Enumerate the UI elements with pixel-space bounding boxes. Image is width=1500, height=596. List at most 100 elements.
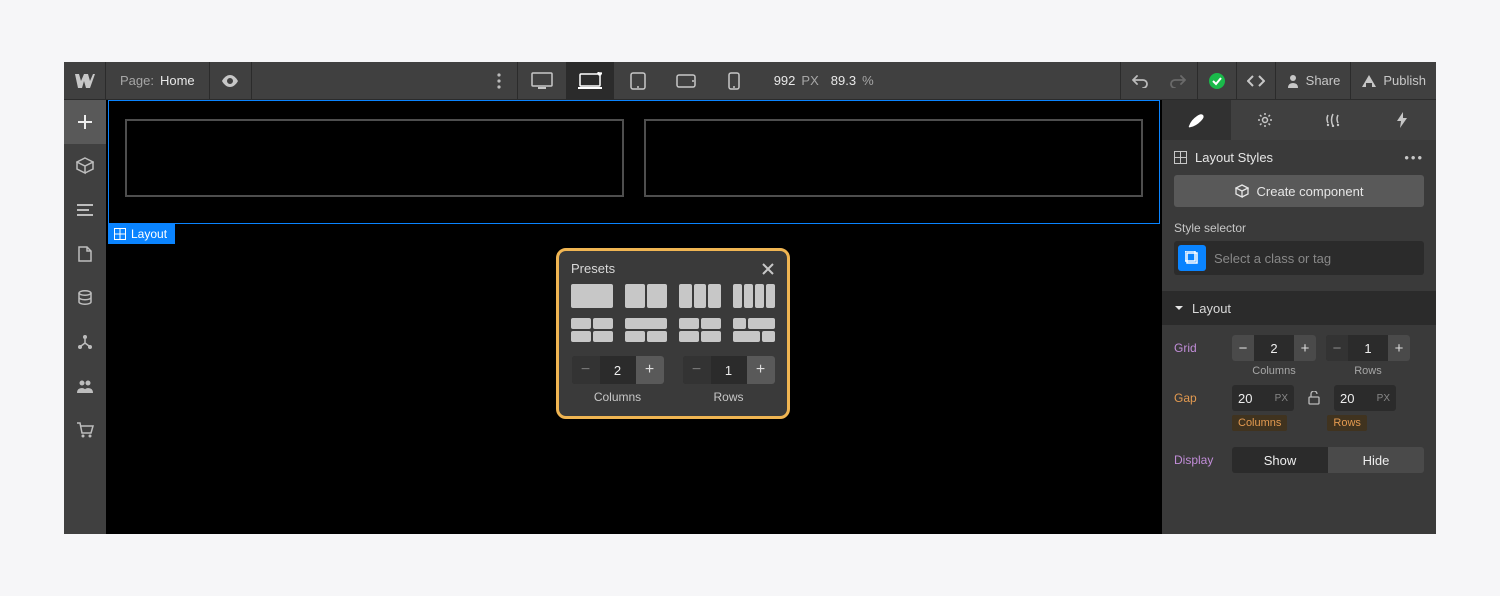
- preset-1col[interactable]: [571, 284, 613, 308]
- create-component-button[interactable]: Create component: [1174, 175, 1424, 207]
- grid-preview: [125, 119, 1143, 197]
- grid-rows-sublabel: Rows: [1326, 365, 1410, 377]
- grid-rows-value[interactable]: 1: [1348, 335, 1388, 361]
- gap-tags: Columns Rows: [1174, 415, 1424, 431]
- viewport-width-unit: PX: [801, 73, 818, 88]
- publish-label: Publish: [1383, 73, 1426, 88]
- columns-label: Columns: [594, 390, 641, 404]
- topbar: Page: Home ✦ 99: [64, 62, 1436, 100]
- gap-col-tag: Columns: [1232, 415, 1287, 431]
- grid-rows-increment[interactable]: +: [1388, 335, 1410, 361]
- preset-1-2[interactable]: [625, 318, 667, 342]
- selected-element-outline: [108, 100, 1160, 224]
- columns-decrement[interactable]: −: [572, 356, 600, 384]
- grid-cell[interactable]: [644, 119, 1143, 197]
- panel-tabs: [1162, 100, 1436, 140]
- webflow-logo[interactable]: [64, 62, 106, 100]
- section-header: Layout Styles •••: [1162, 140, 1436, 175]
- rows-stepper: − 1 + Rows: [682, 356, 775, 404]
- columns-increment[interactable]: +: [636, 356, 664, 384]
- rows-label: Rows: [713, 390, 743, 404]
- pages-button[interactable]: [64, 232, 106, 276]
- code-export-button[interactable]: [1236, 62, 1275, 100]
- bp-desktop-large[interactable]: [518, 62, 566, 100]
- grid-cell[interactable]: [125, 119, 624, 197]
- grid-rows-decrement[interactable]: −: [1326, 335, 1348, 361]
- left-toolbar: [64, 100, 106, 534]
- viewport-zoom-unit: %: [862, 73, 874, 88]
- presets-grid: [559, 284, 787, 350]
- section-more-icon[interactable]: •••: [1404, 150, 1424, 165]
- bp-landscape[interactable]: [662, 62, 710, 100]
- rows-value[interactable]: 1: [711, 356, 747, 384]
- more-menu[interactable]: [482, 62, 518, 100]
- preview-toggle[interactable]: [210, 62, 252, 100]
- layout-section-header[interactable]: Layout: [1162, 291, 1436, 325]
- grid-cols-value[interactable]: 2: [1254, 335, 1294, 361]
- logic-button[interactable]: [64, 320, 106, 364]
- bp-mobile[interactable]: [710, 62, 758, 100]
- bp-desktop[interactable]: ✦: [566, 62, 614, 100]
- presets-popover: Presets: [556, 248, 790, 419]
- style-selector-label: Style selector: [1162, 207, 1436, 241]
- display-hide[interactable]: Hide: [1328, 447, 1424, 473]
- grid-cols-increment[interactable]: +: [1294, 335, 1316, 361]
- redo-button[interactable]: [1159, 62, 1197, 100]
- tab-interactions[interactable]: [1299, 100, 1368, 140]
- rows-increment[interactable]: +: [747, 356, 775, 384]
- display-show[interactable]: Show: [1232, 447, 1328, 473]
- rows-decrement[interactable]: −: [683, 356, 711, 384]
- tab-settings[interactable]: [1231, 100, 1300, 140]
- main-area: Layout Presets: [64, 100, 1436, 534]
- grid-rows-stepper: − 1 +: [1326, 335, 1410, 361]
- viewport-zoom[interactable]: 89.3: [831, 73, 856, 88]
- bp-tablet[interactable]: [614, 62, 662, 100]
- grid-row: Grid − 2 + − 1 +: [1174, 335, 1424, 361]
- canvas[interactable]: Layout Presets: [106, 100, 1162, 534]
- preset-2x2[interactable]: [571, 318, 613, 342]
- presets-header: Presets: [559, 251, 787, 284]
- add-element-button[interactable]: [64, 100, 106, 144]
- selection-label-text: Layout: [131, 227, 167, 241]
- symbols-button[interactable]: [64, 144, 106, 188]
- grid-sublabels: Columns Rows: [1174, 365, 1424, 377]
- gap-lock-icon[interactable]: [1304, 385, 1324, 411]
- viewport-width[interactable]: 992: [774, 73, 796, 88]
- undo-button[interactable]: [1121, 62, 1159, 100]
- preset-2-1[interactable]: [679, 318, 721, 342]
- selection-badge[interactable]: Layout: [108, 224, 175, 244]
- cms-button[interactable]: [64, 276, 106, 320]
- gap-row: Gap 20 PX 20 PX: [1174, 385, 1424, 411]
- tab-effects[interactable]: [1368, 100, 1437, 140]
- display-toggle: Show Hide: [1232, 447, 1424, 473]
- grid-cols-decrement[interactable]: −: [1232, 335, 1254, 361]
- tab-style[interactable]: [1162, 100, 1231, 140]
- columns-stepper: − 2 + Columns: [571, 356, 664, 404]
- close-icon[interactable]: [761, 262, 775, 276]
- preset-4col[interactable]: [733, 284, 775, 308]
- navigator-button[interactable]: [64, 188, 106, 232]
- page-name: Home: [160, 73, 195, 88]
- create-component-label: Create component: [1257, 184, 1364, 199]
- layout-controls: Grid − 2 + − 1 + Columns Rows: [1162, 325, 1436, 483]
- style-panel: Layout Styles ••• Create component Style…: [1162, 100, 1436, 534]
- app-frame: Page: Home ✦ 99: [64, 62, 1436, 534]
- svg-text:✦: ✦: [598, 72, 602, 78]
- status-check-icon[interactable]: [1197, 62, 1236, 100]
- grid-cols-sublabel: Columns: [1232, 365, 1316, 377]
- share-button[interactable]: Share: [1275, 62, 1351, 100]
- gap-rows-input[interactable]: 20 PX: [1334, 385, 1396, 411]
- ecommerce-button[interactable]: [64, 408, 106, 452]
- preset-3col[interactable]: [679, 284, 721, 308]
- preset-2col[interactable]: [625, 284, 667, 308]
- columns-value[interactable]: 2: [600, 356, 636, 384]
- presets-steppers: − 2 + Columns − 1 + Rows: [559, 350, 787, 416]
- publish-button[interactable]: Publish: [1350, 62, 1436, 100]
- page-selector[interactable]: Page: Home: [106, 62, 210, 100]
- preset-brick[interactable]: [733, 318, 775, 342]
- layout-section-title: Layout: [1192, 301, 1231, 316]
- style-selector-input[interactable]: Select a class or tag: [1174, 241, 1424, 275]
- gap-columns-input[interactable]: 20 PX: [1232, 385, 1294, 411]
- users-button[interactable]: [64, 364, 106, 408]
- breakpoint-bar: ✦: [518, 62, 758, 100]
